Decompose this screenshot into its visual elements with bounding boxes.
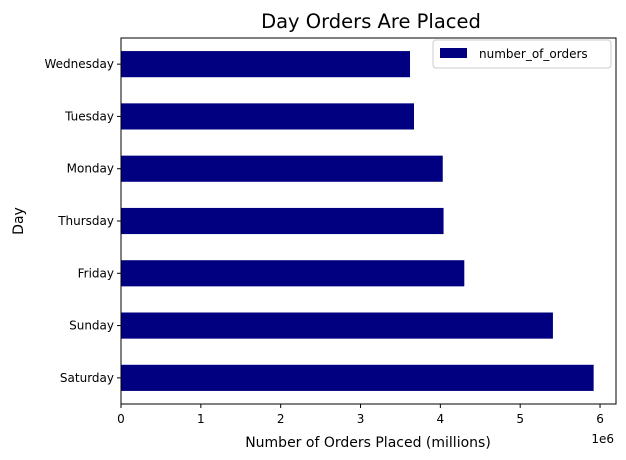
bars-group xyxy=(121,51,594,391)
y-tick-label: Thursday xyxy=(57,214,114,228)
y-tick-label: Monday xyxy=(67,162,114,176)
x-tick-label: 3 xyxy=(357,412,365,426)
x-tick-label: 0 xyxy=(117,412,125,426)
chart-title: Day Orders Are Placed xyxy=(261,10,481,33)
legend-label: number_of_orders xyxy=(479,47,588,61)
y-tick-label: Wednesday xyxy=(45,57,114,71)
y-tick-label: Tuesday xyxy=(64,109,114,123)
bar-tuesday xyxy=(121,103,415,130)
y-axis-label: Day xyxy=(11,207,27,235)
bar-friday xyxy=(121,260,465,287)
x-ticks-group: 0 1 2 3 4 5 6 xyxy=(117,404,604,426)
plot-frame xyxy=(120,37,617,405)
y-tick-label: Sunday xyxy=(69,319,114,333)
x-tick-label: 5 xyxy=(516,412,524,426)
legend-frame xyxy=(432,39,612,69)
bar-monday xyxy=(121,155,443,182)
bar-sunday xyxy=(121,312,553,339)
legend: number_of_orders xyxy=(432,39,612,69)
x-tick-label: 6 xyxy=(596,412,604,426)
x-axis-label: Number of Orders Placed (millions) xyxy=(245,435,491,451)
bar-saturday xyxy=(121,364,594,391)
bar-thursday xyxy=(121,207,444,235)
y-tick-label: Friday xyxy=(78,266,114,280)
bar-wednesday xyxy=(121,51,411,78)
x-tick-label: 2 xyxy=(277,412,285,426)
x-scale-label: 1e6 xyxy=(591,432,614,446)
y-ticks-group: Wednesday Tuesday Monday Thursday Friday Sund… xyxy=(45,57,121,385)
y-tick-label: Saturday xyxy=(60,371,114,385)
legend-swatch xyxy=(440,48,467,58)
x-tick-label: 4 xyxy=(437,412,445,426)
x-tick-label: 1 xyxy=(197,412,205,426)
